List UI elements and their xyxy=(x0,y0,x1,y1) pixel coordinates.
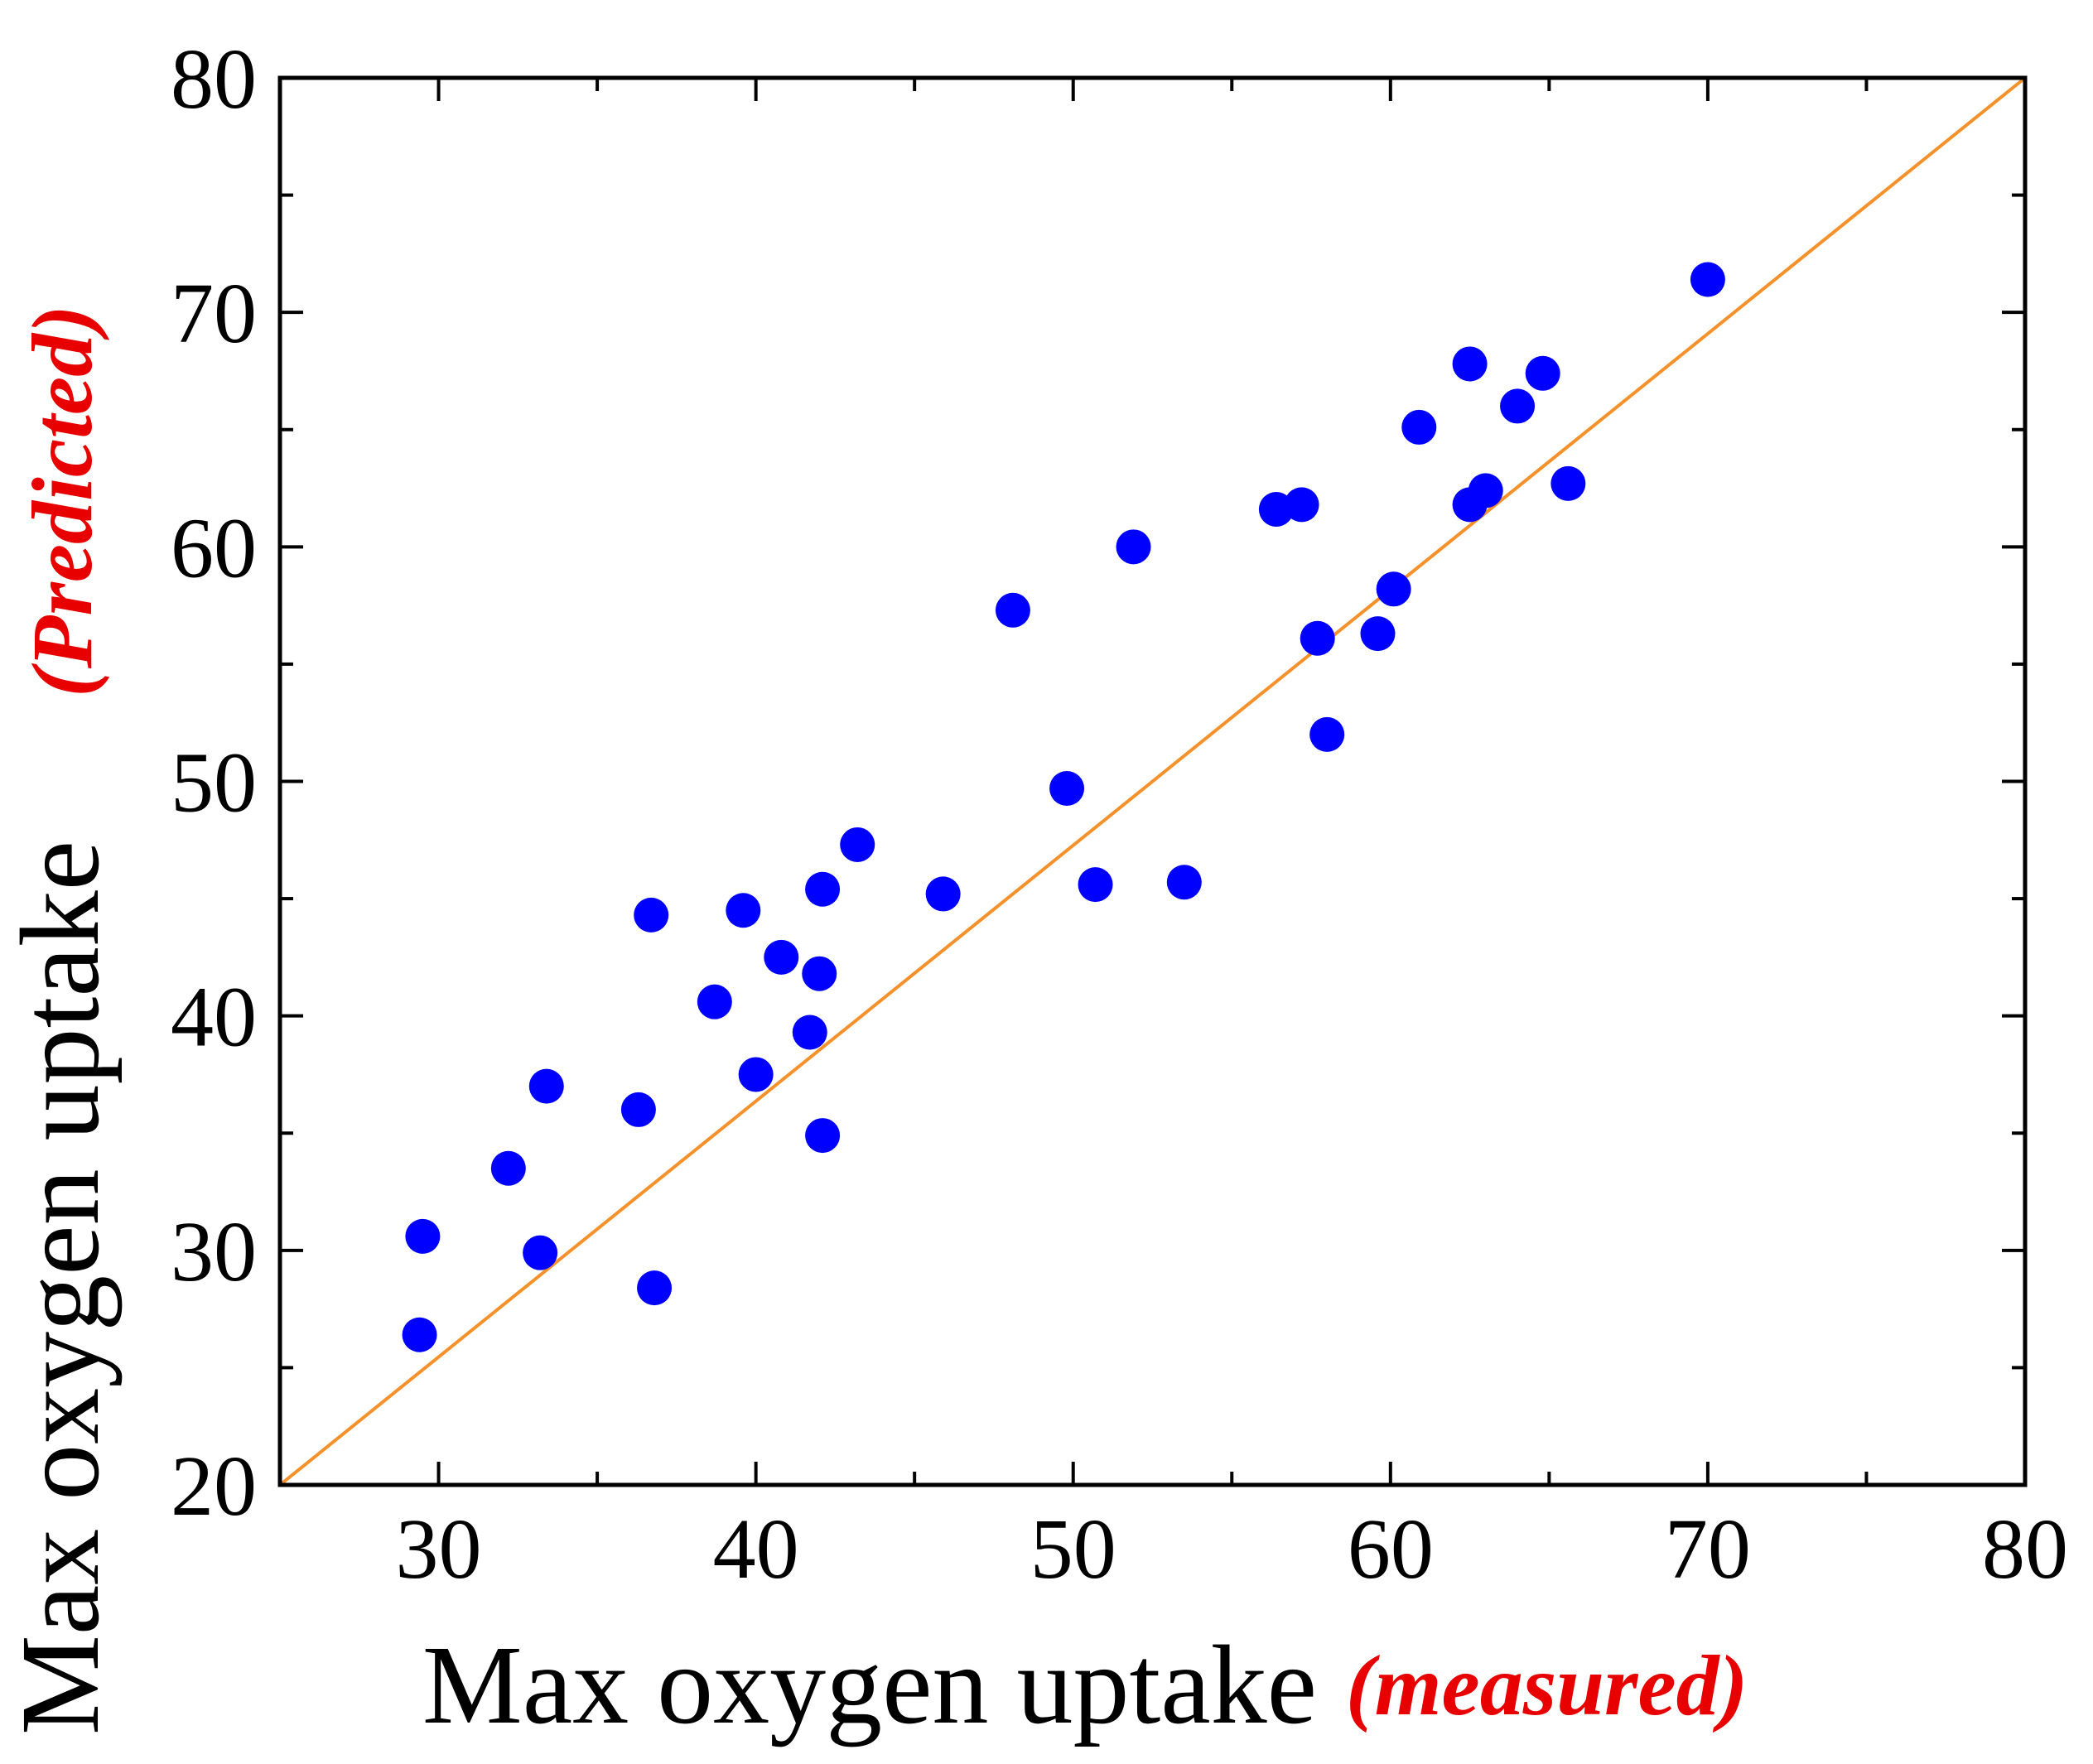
plot-frame xyxy=(277,75,2028,1487)
y-axis-title: Max oxygen uptake xyxy=(0,841,123,1735)
y-axis-title-group: Max oxygen uptake (Predicted) xyxy=(0,305,123,1735)
y-axis-note: (Predicted) xyxy=(15,305,110,697)
data-point xyxy=(1690,262,1725,297)
data-point xyxy=(805,1118,841,1154)
x-tick-label: 70 xyxy=(1665,1501,1751,1597)
data-point xyxy=(802,956,837,991)
data-point xyxy=(1452,346,1488,382)
data-point xyxy=(634,897,669,933)
y-tick-label: 60 xyxy=(171,500,257,595)
y-tick-label: 20 xyxy=(171,1439,257,1534)
data-point xyxy=(1360,616,1396,652)
data-point xyxy=(1401,409,1437,445)
y-tick-label: 70 xyxy=(171,266,257,361)
y-tick-label: 80 xyxy=(171,31,257,127)
data-point xyxy=(1500,388,1536,424)
data-point xyxy=(792,1015,827,1050)
data-point xyxy=(1116,529,1151,565)
data-point xyxy=(1284,487,1319,523)
data-point xyxy=(1550,465,1586,501)
data-point xyxy=(1376,571,1411,607)
data-point xyxy=(1049,770,1085,806)
x-tick-label: 40 xyxy=(713,1501,799,1597)
data-point xyxy=(764,939,799,975)
x-tick-label: 80 xyxy=(1982,1501,2068,1597)
data-point xyxy=(620,1092,656,1127)
ticks-layer: 30 40 50 60 70 80 20 30 40 50 60 70 80 xyxy=(171,31,2068,1597)
data-point xyxy=(805,871,841,907)
y-tick-label: 40 xyxy=(171,970,257,1065)
data-point xyxy=(925,876,961,912)
data-point xyxy=(1300,620,1335,656)
data-point xyxy=(1468,473,1503,508)
y-tick-label: 30 xyxy=(171,1204,257,1299)
x-axis-note: (measured) xyxy=(1346,1638,1748,1733)
x-tick-label: 50 xyxy=(1030,1501,1116,1597)
x-tick-label: 30 xyxy=(396,1501,482,1597)
data-point xyxy=(697,984,732,1019)
data-point xyxy=(402,1317,437,1352)
data-point xyxy=(726,893,761,928)
data-point xyxy=(840,827,875,862)
reference-line xyxy=(278,76,2027,1487)
data-point xyxy=(405,1218,441,1254)
data-point xyxy=(995,592,1030,628)
data-point xyxy=(1078,867,1113,903)
data-point xyxy=(528,1068,564,1104)
data-point xyxy=(738,1057,774,1092)
data-point xyxy=(1309,716,1345,752)
plot-layer xyxy=(278,76,2027,1487)
data-point xyxy=(523,1235,558,1270)
data-point xyxy=(1166,865,1202,900)
data-point xyxy=(1525,355,1560,391)
data-point xyxy=(637,1270,673,1306)
data-point xyxy=(490,1150,526,1186)
x-axis-title: Max oxygen uptake xyxy=(422,1623,1317,1747)
y-tick-label: 50 xyxy=(171,735,257,831)
x-tick-label: 60 xyxy=(1348,1501,1434,1597)
